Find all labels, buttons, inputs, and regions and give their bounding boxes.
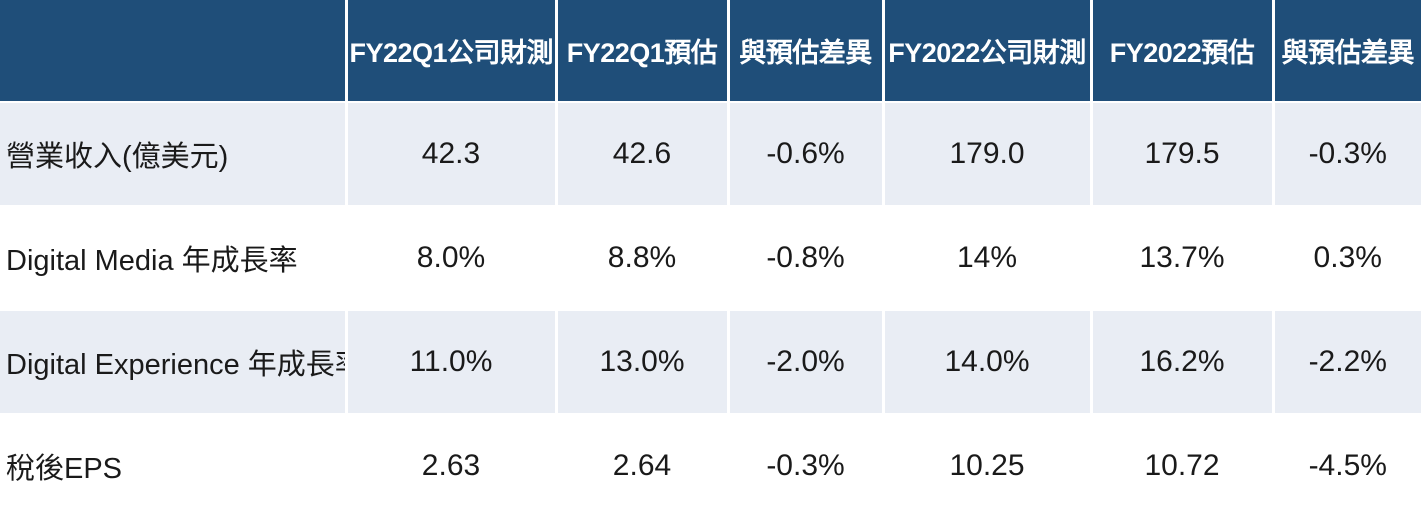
row-label: 營業收入(億美元) <box>0 102 348 207</box>
table-row-digital-media: Digital Media 年成長率 8.0% 8.8% -0.8% 14% 1… <box>0 206 1421 311</box>
cell: 179.5 <box>1091 102 1275 207</box>
cell: 10.25 <box>883 414 1093 519</box>
cell: -0.3% <box>1273 102 1421 207</box>
column-header-fy2022-guidance: FY2022公司財測 <box>883 0 1093 103</box>
cell: 13.7% <box>1091 206 1275 311</box>
column-header-fy2022-estimate: FY2022預估 <box>1091 0 1275 103</box>
cell: 0.3% <box>1273 206 1421 311</box>
cell: -0.8% <box>728 206 885 311</box>
cell: 2.63 <box>346 414 558 519</box>
table-row-eps: 稅後EPS 2.63 2.64 -0.3% 10.25 10.72 -4.5% <box>0 414 1421 519</box>
cell: 42.6 <box>556 102 730 207</box>
cell: 8.0% <box>346 206 558 311</box>
cell: 42.3 <box>346 102 558 207</box>
cell: 13.0% <box>556 310 730 415</box>
cell: 11.0% <box>346 310 558 415</box>
cell: 8.8% <box>556 206 730 311</box>
cell: 2.64 <box>556 414 730 519</box>
cell: 179.0 <box>883 102 1093 207</box>
cell: -2.0% <box>728 310 885 415</box>
cell: -4.5% <box>1273 414 1421 519</box>
cell: 14.0% <box>883 310 1093 415</box>
table-header-row: FY22Q1公司財測 FY22Q1預估 與預估差異 FY2022公司財測 FY2… <box>0 0 1421 103</box>
cell: -2.2% <box>1273 310 1421 415</box>
cell: 10.72 <box>1091 414 1275 519</box>
table-row-digital-experience: Digital Experience 年成長率 11.0% 13.0% -2.0… <box>0 310 1421 415</box>
cell: -0.6% <box>728 102 885 207</box>
cell: 16.2% <box>1091 310 1275 415</box>
row-label: Digital Experience 年成長率 <box>0 310 348 415</box>
table-row-revenue: 營業收入(億美元) 42.3 42.6 -0.6% 179.0 179.5 -0… <box>0 102 1421 207</box>
row-label: 稅後EPS <box>0 414 348 519</box>
row-label: Digital Media 年成長率 <box>0 206 348 311</box>
column-header-blank <box>0 0 348 103</box>
column-header-fy-diff: 與預估差異 <box>1273 0 1421 103</box>
column-header-q1-diff: 與預估差異 <box>728 0 885 103</box>
cell: -0.3% <box>728 414 885 519</box>
column-header-fy22q1-guidance: FY22Q1公司財測 <box>346 0 558 103</box>
column-header-fy22q1-estimate: FY22Q1預估 <box>556 0 730 103</box>
cell: 14% <box>883 206 1093 311</box>
